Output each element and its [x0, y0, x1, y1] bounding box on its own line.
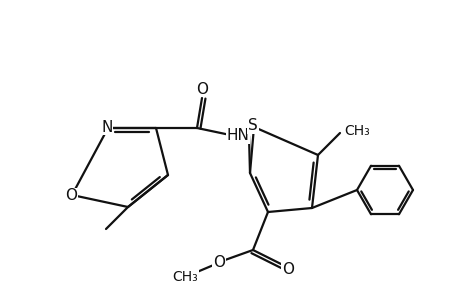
Text: O: O — [196, 82, 207, 97]
Text: CH₃: CH₃ — [343, 124, 369, 138]
Text: O: O — [213, 256, 224, 271]
Text: O: O — [65, 188, 77, 203]
Text: CH₃: CH₃ — [172, 270, 197, 284]
Text: S: S — [247, 118, 257, 134]
Text: O: O — [281, 262, 293, 278]
Text: N: N — [101, 119, 112, 134]
Text: HN: HN — [226, 128, 249, 143]
